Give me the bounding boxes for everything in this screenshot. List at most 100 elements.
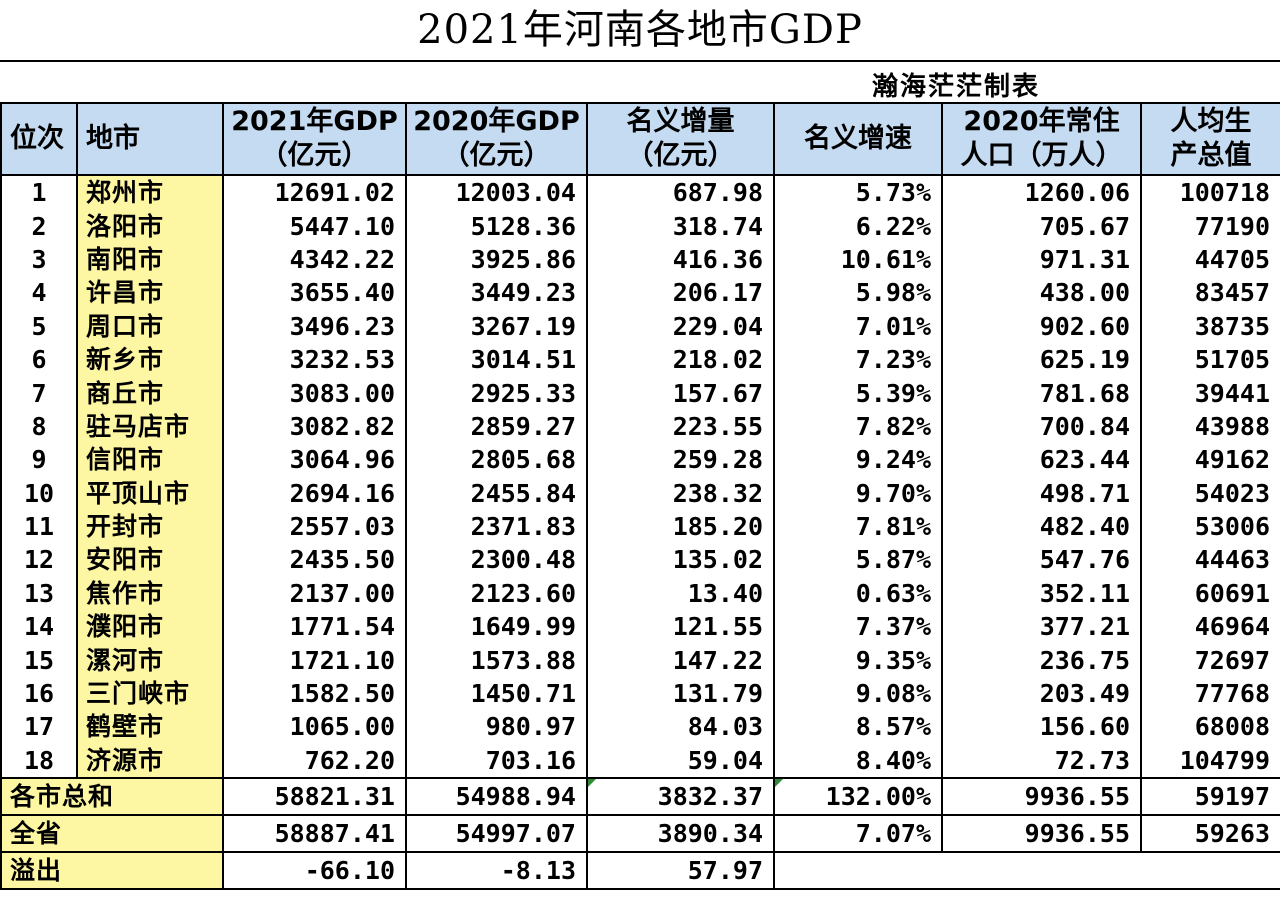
cell-rank: 16 [0,676,78,711]
header-gdp-2020: 2020年GDP （亿元） [405,102,588,176]
table-row: 6 新乡市 3232.53 3014.51 218.02 7.23% 625.19 51705 [0,342,1280,377]
cell-nominal-growth: 5.87% [773,543,943,577]
cell-gdp-2021: 1721.10 [222,643,407,677]
cell-population-2020: 971.31 [941,242,1142,277]
cell-rank: 17 [0,710,78,744]
cell-nominal-increase: 135.02 [586,543,775,577]
cell-rank: 18 [0,743,78,779]
cell-city: 周口市 [76,309,224,343]
cell-gdp-2021: 3083.00 [222,376,407,410]
summary-label: 各市总和 [0,777,224,817]
header-row: 位次 地市 2021年GDP （亿元） 2020年GDP （亿元） 名义增量 （亿元）… [0,102,1280,176]
cell-per-capita-gdp: 39441 [1140,376,1280,410]
header-nominal-increase: 名义增量 （亿元） [586,102,775,176]
cell-rank: 6 [0,342,78,377]
cell-gdp-2020: 3014.51 [405,342,588,377]
header-gdp-2021: 2021年GDP （亿元） [222,102,407,176]
cell-city: 济源市 [76,743,224,779]
cell-city: 洛阳市 [76,209,224,243]
cell-gdp-2021: 2137.00 [222,576,407,611]
cell-per-capita-gdp: 54023 [1140,476,1280,510]
cell-population-2020: 9936.55 [941,814,1142,854]
cell-gdp-2021: 1065.00 [222,710,407,744]
cell-per-capita-gdp: 44463 [1140,543,1280,577]
cell-nominal-increase: 218.02 [586,342,775,377]
cell-per-capita-gdp: 46964 [1140,610,1280,644]
table-row: 17 鹤壁市 1065.00 980.97 84.03 8.57% 156.60 68008 [0,710,1280,744]
cell-population-2020: 438.00 [941,276,1142,310]
cell-gdp-2021: -66.10 [222,851,407,891]
cell-population-2020: 72.73 [941,743,1142,779]
cell-rank: 2 [0,209,78,243]
cell-rank: 4 [0,276,78,310]
page-title: 2021年河南各地市GDP [417,7,863,53]
table-row: 14 濮阳市 1771.54 1649.99 121.55 7.37% 377.21 4696… [0,610,1280,644]
cell-population-2020: 498.71 [941,476,1142,510]
cell-population-2020: 700.84 [941,409,1142,444]
cell-per-capita-gdp: 53006 [1140,509,1280,544]
cell-population-2020: 156.60 [941,710,1142,744]
cell-gdp-2021: 3064.96 [222,443,407,477]
cell-rank: 9 [0,443,78,477]
cell-gdp-2021: 12691.02 [222,175,407,210]
cell-city: 三门峡市 [76,676,224,711]
cell-city: 新乡市 [76,342,224,377]
cell-gdp-2021: 2557.03 [222,509,407,544]
cell-nominal-increase: 259.28 [586,443,775,477]
cell-nominal-growth [774,851,942,891]
cell-per-capita-gdp: 100718 [1140,175,1280,210]
cell-gdp-2020: 2455.84 [405,476,588,510]
table-row: 1 郑州市 12691.02 12003.04 687.98 5.73% 1260.06 10… [0,175,1280,210]
cell-population-2020: 352.11 [941,576,1142,611]
table-row: 3 南阳市 4342.22 3925.86 416.36 10.61% 971.31 4470… [0,242,1280,277]
cell-gdp-2020: 1649.99 [405,610,588,644]
cell-population-2020: 781.68 [941,376,1142,410]
cell-gdp-2020: 1450.71 [405,676,588,711]
cell-gdp-2021: 3496.23 [222,309,407,343]
cell-gdp-2021: 4342.22 [222,242,407,277]
cell-city: 鹤壁市 [76,710,224,744]
cell-nominal-increase: 206.17 [586,276,775,310]
cell-nominal-increase: 3890.34 [586,814,775,854]
cell-city: 安阳市 [76,543,224,577]
cell-nominal-growth: 10.61% [773,242,943,277]
table-row: 8 驻马店市 3082.82 2859.27 223.55 7.82% 700.84 4398… [0,409,1280,444]
cell-nominal-growth: 132.00% [773,777,943,817]
cell-nominal-increase: 3832.37 [586,777,775,817]
cell-nominal-growth: 7.82% [773,409,943,444]
table-row: 5 周口市 3496.23 3267.19 229.04 7.01% 902.60 38735 [0,309,1280,343]
cell-gdp-2021: 5447.10 [222,209,407,243]
cell-rank: 12 [0,543,78,577]
cell-per-capita-gdp: 38735 [1140,309,1280,343]
cell-gdp-2021: 2694.16 [222,476,407,510]
cell-nominal-increase: 157.67 [586,376,775,410]
cell-nominal-growth: 9.08% [773,676,943,711]
cell-nominal-increase: 229.04 [586,309,775,343]
table-row: 7 商丘市 3083.00 2925.33 157.67 5.39% 781.68 39441 [0,376,1280,410]
cell-rank: 13 [0,576,78,611]
header-rank: 位次 [0,102,78,176]
author-row: 瀚海茫茫制表 [0,62,1280,102]
cell-per-capita-gdp: 104799 [1140,743,1280,779]
cell-rank: 10 [0,476,78,510]
cell-city: 漯河市 [76,643,224,677]
cell-city: 开封市 [76,509,224,544]
cell-nominal-increase: 318.74 [586,209,775,243]
header-nominal-growth: 名义增速 [773,102,943,176]
cell-gdp-2021: 3232.53 [222,342,407,377]
cell-per-capita-gdp: 68008 [1140,710,1280,744]
table-row: 16 三门峡市 1582.50 1450.71 131.79 9.08% 203.49 777… [0,676,1280,711]
cell-nominal-growth: 5.98% [773,276,943,310]
table-row: 4 许昌市 3655.40 3449.23 206.17 5.98% 438.00 83457 [0,276,1280,310]
cell-nominal-growth: 9.24% [773,443,943,477]
cell-per-capita-gdp: 77190 [1140,209,1280,243]
cell-rank: 7 [0,376,78,410]
cell-nominal-growth: 9.70% [773,476,943,510]
cell-population-2020 [942,851,1141,891]
cell-nominal-increase: 238.32 [586,476,775,510]
cell-population-2020: 377.21 [941,610,1142,644]
cell-rank: 1 [0,175,78,210]
cell-per-capita-gdp: 77768 [1140,676,1280,711]
cell-nominal-growth: 7.23% [773,342,943,377]
title-row: 2021年河南各地市GDP [0,0,1280,62]
